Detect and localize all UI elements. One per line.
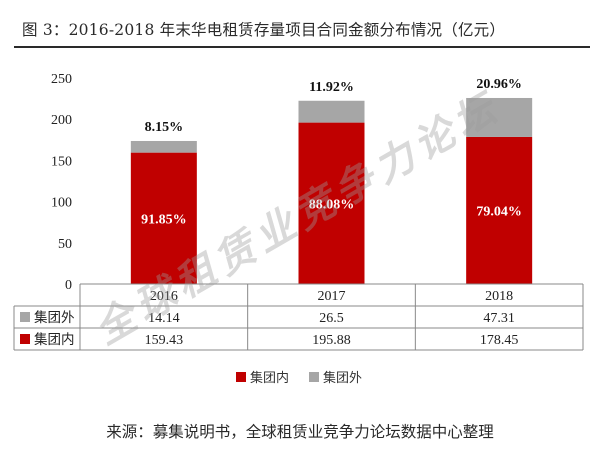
bar-pct-label-internal: 79.04% bbox=[476, 204, 522, 219]
table-cell: 195.88 bbox=[312, 333, 351, 348]
legend-swatch bbox=[309, 372, 319, 382]
y-tick-label: 150 bbox=[51, 154, 72, 169]
bar-pct-label-internal: 88.08% bbox=[309, 197, 355, 212]
y-tick-label: 50 bbox=[58, 237, 72, 252]
y-tick-label: 0 bbox=[65, 278, 72, 293]
chart-title: 图 3：2016-2018 年末华电租赁存量项目合同金额分布情况（亿元） bbox=[22, 21, 506, 39]
bar-internal-2018 bbox=[466, 136, 533, 284]
title-rule bbox=[14, 46, 590, 48]
x-tick-label: 2018 bbox=[485, 289, 513, 304]
bar-external-2017 bbox=[298, 100, 365, 123]
bar-pct-label-external: 8.15% bbox=[145, 120, 184, 135]
y-tick-label: 200 bbox=[51, 113, 72, 128]
table-row-label: 集团内 bbox=[34, 332, 75, 348]
source-note: 来源：募集说明书，全球租赁业竞争力论坛数据中心整理 bbox=[106, 423, 494, 441]
table-cell: 47.31 bbox=[483, 311, 515, 326]
bar-pct-label-external: 20.96% bbox=[476, 77, 522, 92]
y-tick-label: 250 bbox=[51, 72, 72, 87]
bar-pct-label-internal: 91.85% bbox=[141, 212, 187, 227]
bar-internal-2017 bbox=[298, 122, 365, 284]
table-row-swatch bbox=[20, 312, 30, 322]
bar-external-2016 bbox=[130, 140, 197, 153]
legend-label: 集团外 bbox=[323, 370, 362, 386]
table-cell: 14.14 bbox=[148, 311, 180, 326]
table-cell: 178.45 bbox=[480, 333, 519, 348]
x-tick-label: 2016 bbox=[150, 289, 178, 304]
x-tick-label: 2017 bbox=[318, 289, 346, 304]
bar-pct-label-external: 11.92% bbox=[309, 80, 354, 95]
table-cell: 26.5 bbox=[319, 311, 344, 326]
bar-internal-2016 bbox=[130, 152, 197, 284]
legend-swatch bbox=[236, 372, 246, 382]
table-row-swatch bbox=[20, 334, 30, 344]
bar-external-2018 bbox=[466, 97, 533, 137]
table-row-label: 集团外 bbox=[34, 310, 75, 326]
legend-label: 集团内 bbox=[250, 370, 289, 386]
table-cell: 159.43 bbox=[145, 333, 184, 348]
y-tick-label: 100 bbox=[51, 196, 72, 211]
